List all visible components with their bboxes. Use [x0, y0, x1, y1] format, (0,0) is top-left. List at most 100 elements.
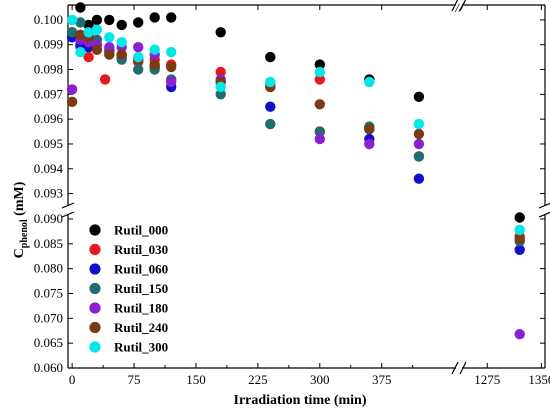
data-point: [166, 76, 177, 88]
data-point: [364, 123, 375, 135]
x-tick-label: 300: [310, 372, 330, 387]
y-tick-label: 0.098: [34, 62, 63, 77]
data-point: [133, 42, 144, 53]
y-axis-title-unit: (mM): [12, 181, 27, 219]
y-break-mark: [61, 211, 75, 218]
data-point: [83, 51, 94, 63]
y-tick-label: 0.095: [34, 136, 63, 151]
y-axis-title-subscript: phenol: [19, 219, 30, 248]
data-point: [104, 14, 115, 26]
x-tick-label: 150: [186, 372, 206, 387]
x-break-mark: [451, 361, 459, 375]
x-tick-label: 375: [372, 372, 392, 387]
series-Rutil_300: [66, 14, 525, 236]
data-point: [265, 118, 276, 130]
y-tick-label: 0.080: [34, 261, 63, 276]
data-point: [314, 99, 325, 110]
data-point: [133, 64, 144, 75]
data-point: [99, 74, 111, 85]
data-point: [413, 128, 425, 140]
data-point: [265, 76, 276, 88]
data-point: [166, 61, 177, 73]
legend-label: Rutil_240: [114, 320, 168, 335]
data-point: [413, 138, 425, 150]
y-tick-label: 0.096: [34, 111, 64, 126]
data-point: [364, 76, 375, 88]
points-layer: [66, 2, 525, 340]
y-tick-label: 0.085: [34, 236, 63, 251]
y-tick-label: 0.093: [34, 186, 63, 201]
y-tick-label: 0.070: [34, 310, 63, 325]
legend-label: Rutil_180: [114, 301, 168, 316]
data-point: [104, 49, 115, 60]
legend-label: Rutil_150: [114, 281, 168, 296]
data-point: [265, 101, 276, 112]
y-axis-title-main: C: [12, 248, 27, 258]
data-point: [66, 84, 78, 95]
data-point: [83, 27, 94, 38]
legend-marker: [89, 321, 101, 334]
data-point: [514, 329, 525, 340]
data-point: [514, 224, 525, 236]
data-point: [66, 27, 78, 38]
data-point: [91, 24, 103, 35]
legend-label: Rutil_300: [114, 340, 168, 355]
data-point: [314, 66, 325, 78]
data-point: [116, 49, 127, 60]
data-point: [314, 74, 325, 85]
data-point: [149, 12, 160, 23]
y-tick-label: 0.075: [34, 285, 63, 300]
data-point: [413, 118, 425, 130]
data-point: [314, 133, 325, 145]
y-tick-label: 0.100: [34, 12, 63, 27]
data-point: [75, 29, 86, 40]
data-point: [104, 32, 115, 43]
y-axis-title: Cphenol (mM): [12, 181, 30, 258]
data-point: [116, 19, 127, 31]
data-point: [66, 14, 78, 26]
legend-marker: [89, 282, 101, 295]
data-point: [314, 59, 325, 70]
data-point: [133, 51, 144, 63]
y-break-mark: [538, 202, 550, 209]
data-point: [265, 51, 276, 63]
y-tick-label: 0.060: [34, 360, 63, 375]
data-point: [514, 244, 525, 255]
series-Rutil_240: [66, 29, 525, 244]
x-break-mark: [459, 0, 467, 12]
data-point: [314, 126, 325, 137]
legend-marker: [89, 341, 101, 353]
x-tick-label: 225: [248, 372, 268, 387]
axis-break-label: //: [454, 0, 464, 15]
legend-label: Rutil_060: [114, 262, 168, 277]
data-point: [66, 96, 78, 108]
x-tick-label: 1275: [474, 372, 500, 387]
data-point: [413, 151, 425, 162]
legend-marker: [89, 224, 101, 236]
y-tick-label: 0.065: [34, 335, 63, 350]
data-point: [133, 17, 144, 28]
data-point: [83, 19, 94, 31]
y-tick-label: 0.090: [34, 211, 63, 226]
data-point: [215, 81, 226, 93]
x-tick-label: 75: [128, 372, 141, 387]
data-point: [166, 12, 177, 23]
legend: Rutil_000 Rutil_030 Rutil_060 Rutil_150 Ruti…: [89, 223, 168, 355]
data-point: [364, 138, 375, 150]
y-tick-label: 0.094: [34, 161, 64, 176]
legend-label: Rutil_030: [114, 242, 168, 257]
data-point: [215, 66, 226, 78]
data-point: [413, 91, 425, 103]
legend-marker: [89, 243, 101, 256]
data-point: [91, 44, 103, 55]
x-break-mark: [459, 361, 467, 375]
x-break-mark: [451, 0, 459, 12]
y-break-mark: [61, 202, 75, 209]
legend-marker: [89, 302, 101, 314]
data-point: [75, 46, 86, 58]
data-point: [413, 173, 425, 184]
